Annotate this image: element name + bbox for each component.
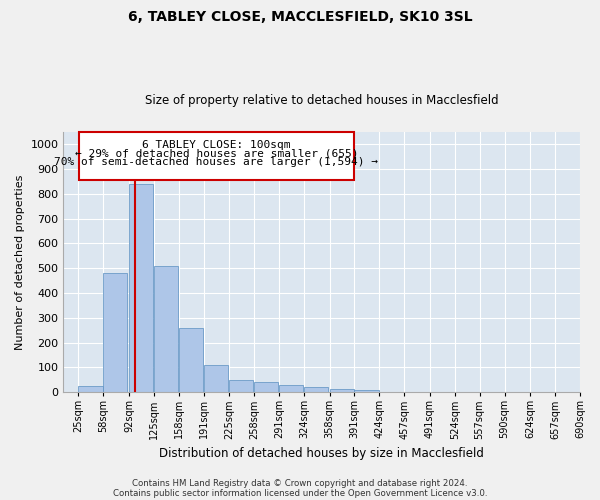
- Title: Size of property relative to detached houses in Macclesfield: Size of property relative to detached ho…: [145, 94, 499, 107]
- Bar: [254, 382, 278, 392]
- Text: Contains HM Land Registry data © Crown copyright and database right 2024.: Contains HM Land Registry data © Crown c…: [132, 478, 468, 488]
- Bar: [329, 388, 354, 392]
- Text: ← 29% of detached houses are smaller (655): ← 29% of detached houses are smaller (65…: [75, 148, 358, 158]
- Text: 6 TABLEY CLOSE: 100sqm: 6 TABLEY CLOSE: 100sqm: [142, 140, 291, 149]
- Text: 6, TABLEY CLOSE, MACCLESFIELD, SK10 3SL: 6, TABLEY CLOSE, MACCLESFIELD, SK10 3SL: [128, 10, 472, 24]
- FancyBboxPatch shape: [79, 132, 354, 180]
- Bar: [103, 273, 127, 392]
- Bar: [179, 328, 203, 392]
- Bar: [203, 365, 228, 392]
- Text: 70% of semi-detached houses are larger (1,594) →: 70% of semi-detached houses are larger (…: [55, 156, 379, 166]
- Text: Contains public sector information licensed under the Open Government Licence v3: Contains public sector information licen…: [113, 488, 487, 498]
- Bar: [279, 385, 303, 392]
- Bar: [229, 380, 253, 392]
- Bar: [129, 184, 153, 392]
- X-axis label: Distribution of detached houses by size in Macclesfield: Distribution of detached houses by size …: [159, 447, 484, 460]
- Y-axis label: Number of detached properties: Number of detached properties: [15, 174, 25, 350]
- Bar: [79, 386, 103, 392]
- Bar: [355, 390, 379, 392]
- Bar: [304, 388, 328, 392]
- Bar: [154, 266, 178, 392]
